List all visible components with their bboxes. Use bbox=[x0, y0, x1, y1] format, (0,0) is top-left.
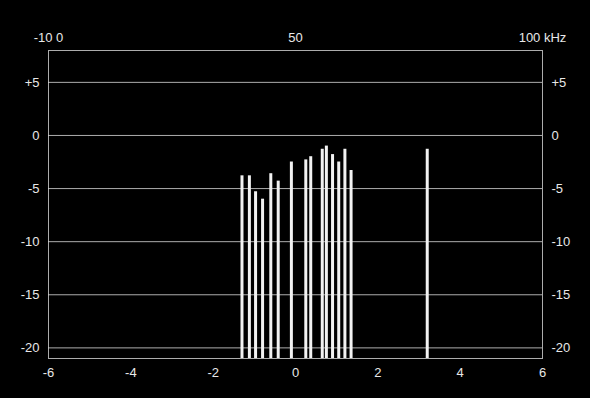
svg-text:-10: -10 bbox=[552, 234, 571, 249]
svg-text:-20: -20 bbox=[552, 340, 571, 355]
svg-text:-6: -6 bbox=[43, 365, 55, 380]
svg-text:4: 4 bbox=[457, 365, 464, 380]
svg-text:-20: -20 bbox=[21, 340, 40, 355]
svg-text:-5: -5 bbox=[552, 181, 564, 196]
svg-text:6: 6 bbox=[539, 365, 546, 380]
svg-text:-2: -2 bbox=[207, 365, 219, 380]
svg-text:100 kHz: 100 kHz bbox=[519, 30, 567, 45]
svg-text:-10 0: -10 0 bbox=[34, 30, 64, 45]
svg-text:+5: +5 bbox=[552, 75, 567, 90]
svg-text:-5: -5 bbox=[28, 181, 40, 196]
svg-text:-4: -4 bbox=[125, 365, 137, 380]
svg-text:-10: -10 bbox=[21, 234, 40, 249]
svg-text:50: 50 bbox=[288, 30, 302, 45]
svg-text:2: 2 bbox=[374, 365, 381, 380]
svg-text:0: 0 bbox=[292, 365, 299, 380]
svg-text:0: 0 bbox=[552, 128, 559, 143]
svg-text:0: 0 bbox=[32, 128, 39, 143]
svg-text:+5: +5 bbox=[25, 75, 40, 90]
svg-text:-15: -15 bbox=[552, 287, 571, 302]
svg-text:-15: -15 bbox=[21, 287, 40, 302]
